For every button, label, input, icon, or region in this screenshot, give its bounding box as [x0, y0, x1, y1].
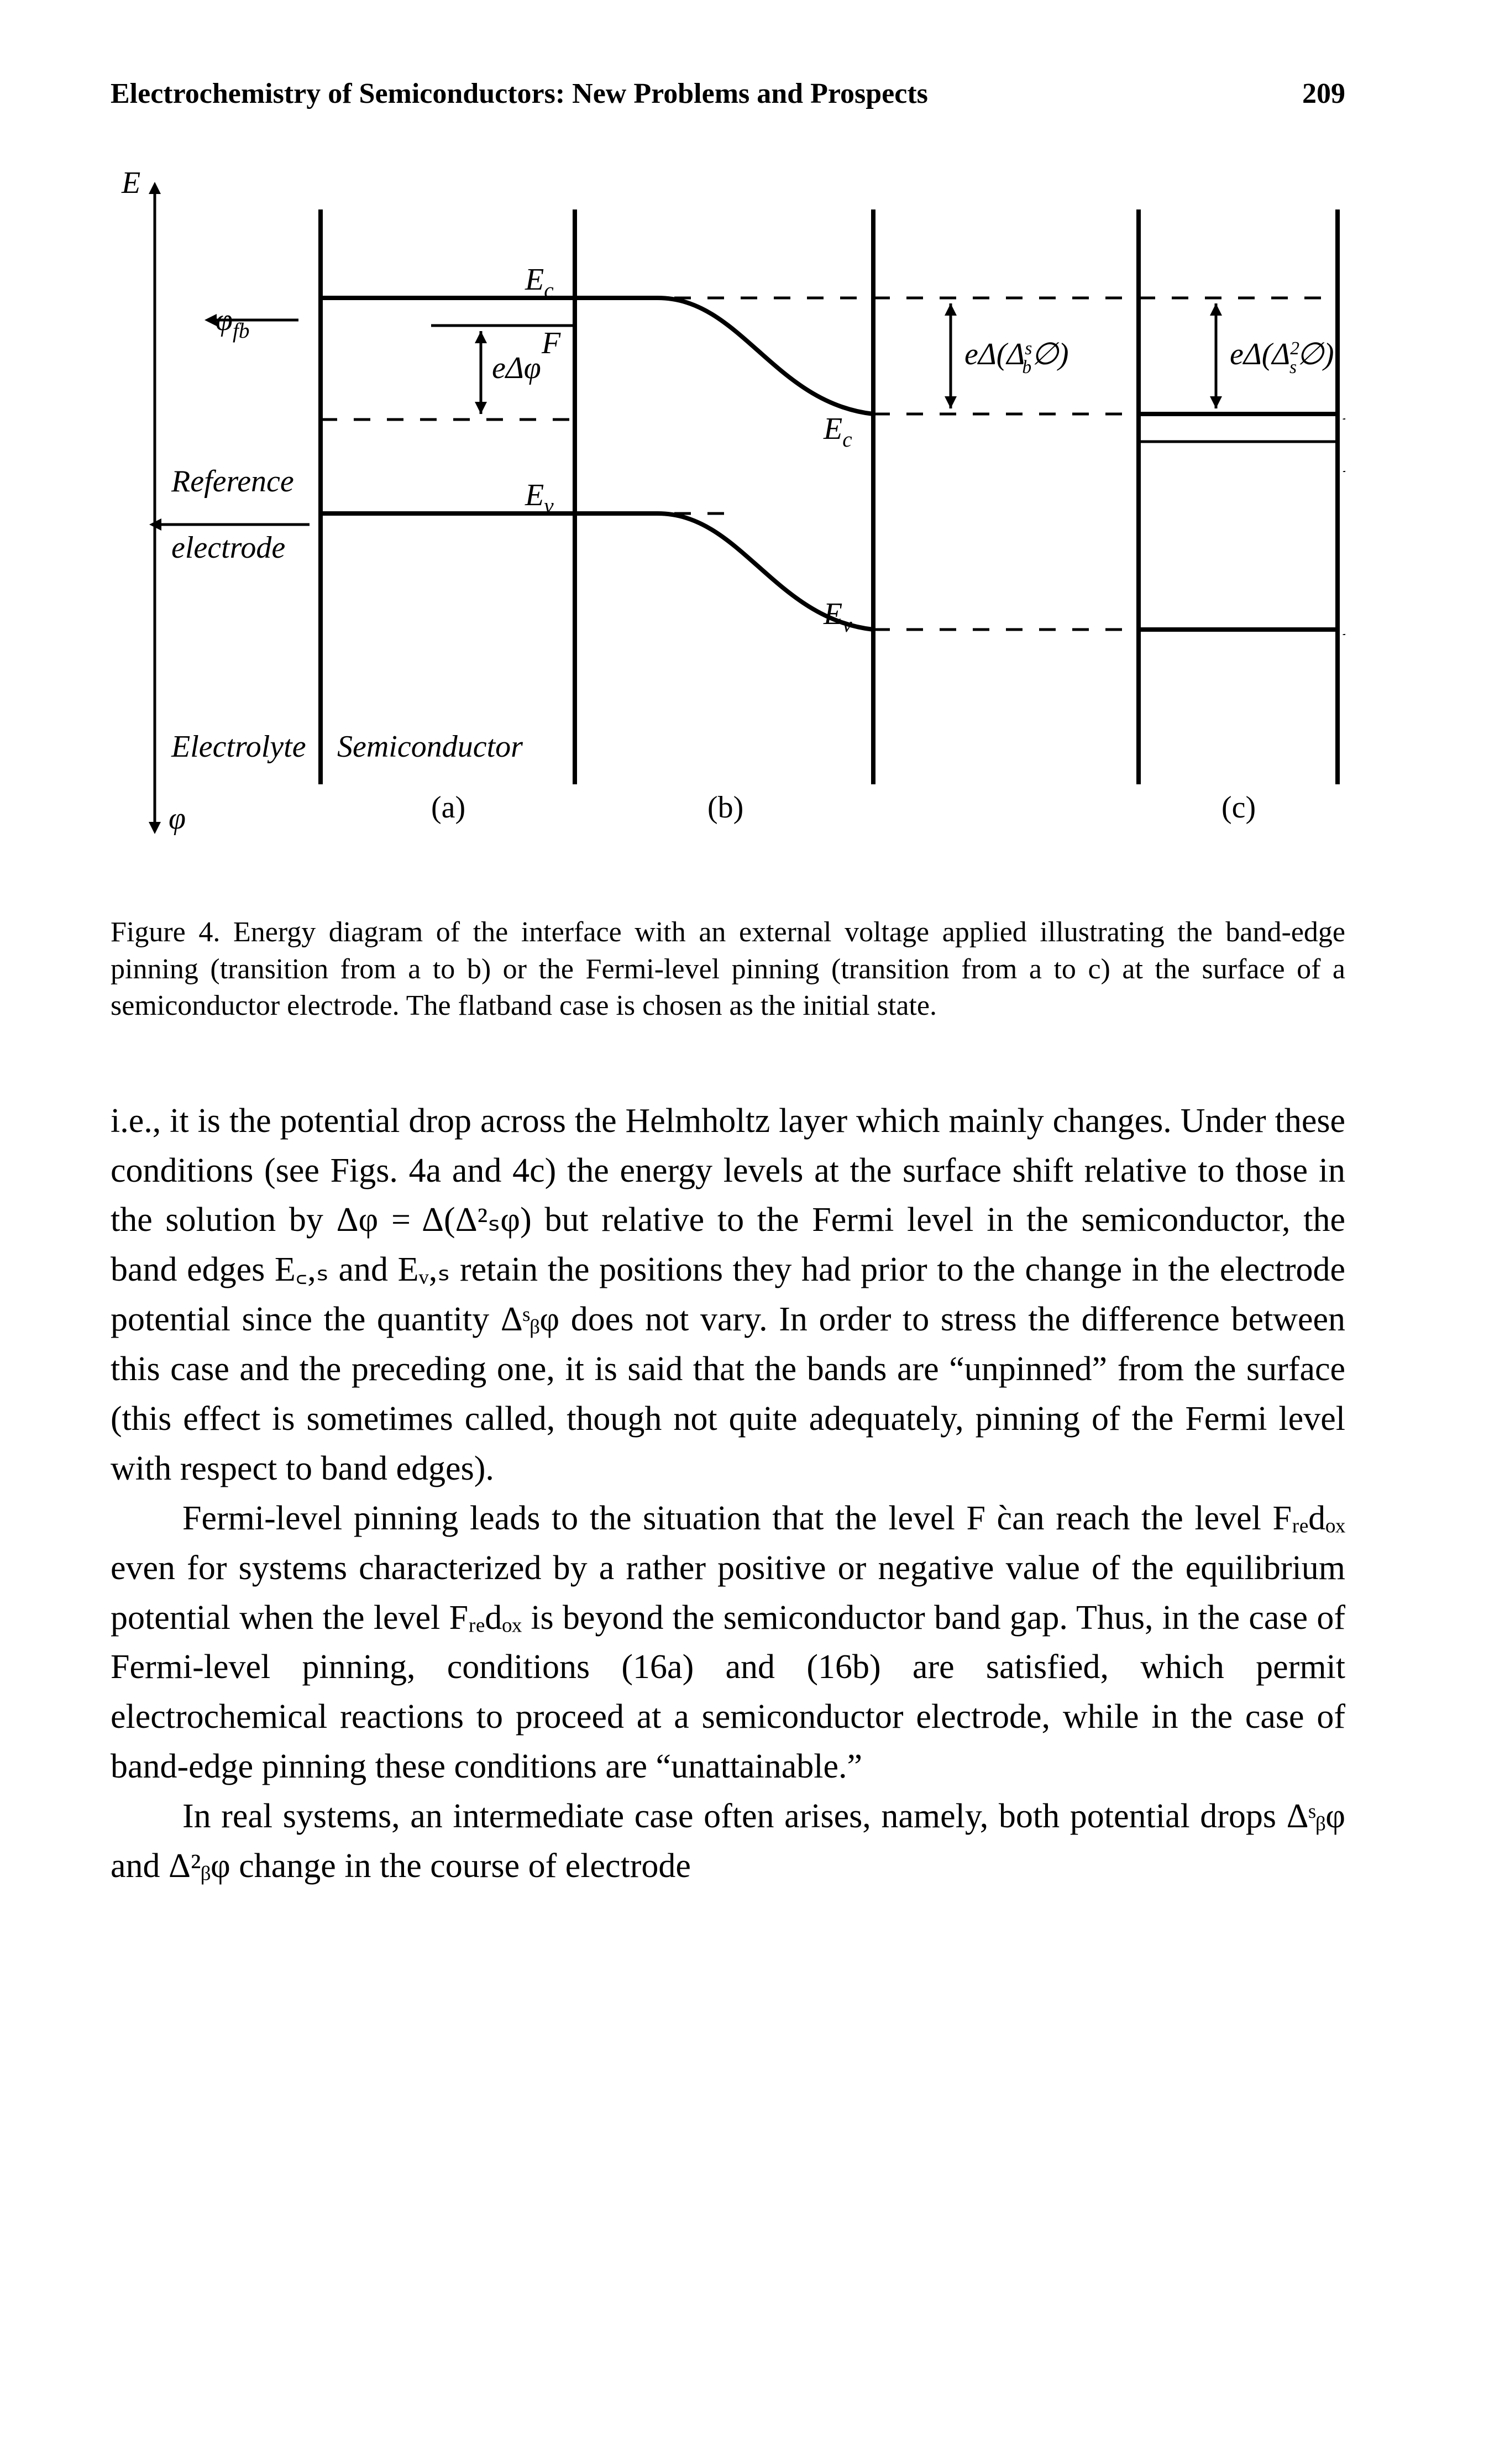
running-head-title: Electrochemistry of Semiconductors: New … — [111, 77, 928, 110]
running-head: Electrochemistry of Semiconductors: New … — [111, 77, 1345, 110]
svg-text:E: E — [121, 166, 140, 200]
svg-text:Reference: Reference — [171, 464, 294, 499]
paragraph-3: In real systems, an intermediate case of… — [111, 1792, 1345, 1891]
svg-text:Ev: Ev — [525, 478, 554, 518]
svg-text:φfb: φfb — [216, 303, 249, 343]
svg-text:(c): (c) — [1221, 790, 1256, 825]
svg-text:eΔφ: eΔφ — [492, 351, 541, 385]
page: Electrochemistry of Semiconductors: New … — [0, 0, 1489, 1969]
figure-4: Eφ φfb Reference electrode Electrolyte Semico… — [111, 160, 1345, 881]
svg-text:Ec: Ec — [525, 263, 554, 302]
svg-text:eΔ(Δ2s∅): eΔ(Δ2s∅) — [1230, 337, 1334, 378]
svg-text:F: F — [1343, 445, 1345, 479]
figure-4-caption: Figure 4. Energy diagram of the interfac… — [111, 914, 1345, 1025]
paragraph-1: i.e., it is the potential drop across th… — [111, 1097, 1345, 1494]
svg-text:F: F — [541, 326, 561, 360]
svg-text:(b): (b) — [707, 790, 743, 825]
page-number: 209 — [1302, 77, 1345, 110]
svg-text:electrode: electrode — [171, 531, 285, 565]
svg-text:Semiconductor: Semiconductor — [337, 730, 523, 764]
svg-text:(a): (a) — [431, 790, 465, 825]
svg-text:eΔ(Δsb∅): eΔ(Δsb∅) — [964, 337, 1069, 378]
energy-diagram-svg: Eφ φfb Reference electrode Electrolyte Semico… — [111, 160, 1345, 878]
svg-text:Ec: Ec — [823, 412, 852, 452]
body-text: i.e., it is the potential drop across th… — [111, 1097, 1345, 1891]
svg-text:φ: φ — [169, 801, 186, 836]
svg-text:Ev: Ev — [1343, 608, 1345, 648]
paragraph-2: Fermi-level pinning leads to the situati… — [111, 1494, 1345, 1792]
svg-text:Ec: Ec — [1343, 392, 1345, 432]
svg-text:Ev: Ev — [823, 597, 852, 637]
svg-text:Electrolyte: Electrolyte — [171, 730, 306, 764]
